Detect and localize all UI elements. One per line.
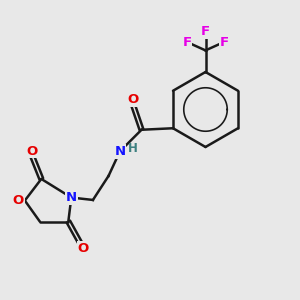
Text: O: O <box>78 242 89 255</box>
Text: H: H <box>128 142 137 155</box>
Text: N: N <box>114 145 125 158</box>
Text: F: F <box>182 35 191 49</box>
Text: N: N <box>66 191 77 204</box>
Text: O: O <box>128 93 139 106</box>
Text: F: F <box>201 25 210 38</box>
Text: O: O <box>13 194 24 207</box>
Text: O: O <box>27 145 38 158</box>
Text: F: F <box>220 35 229 49</box>
